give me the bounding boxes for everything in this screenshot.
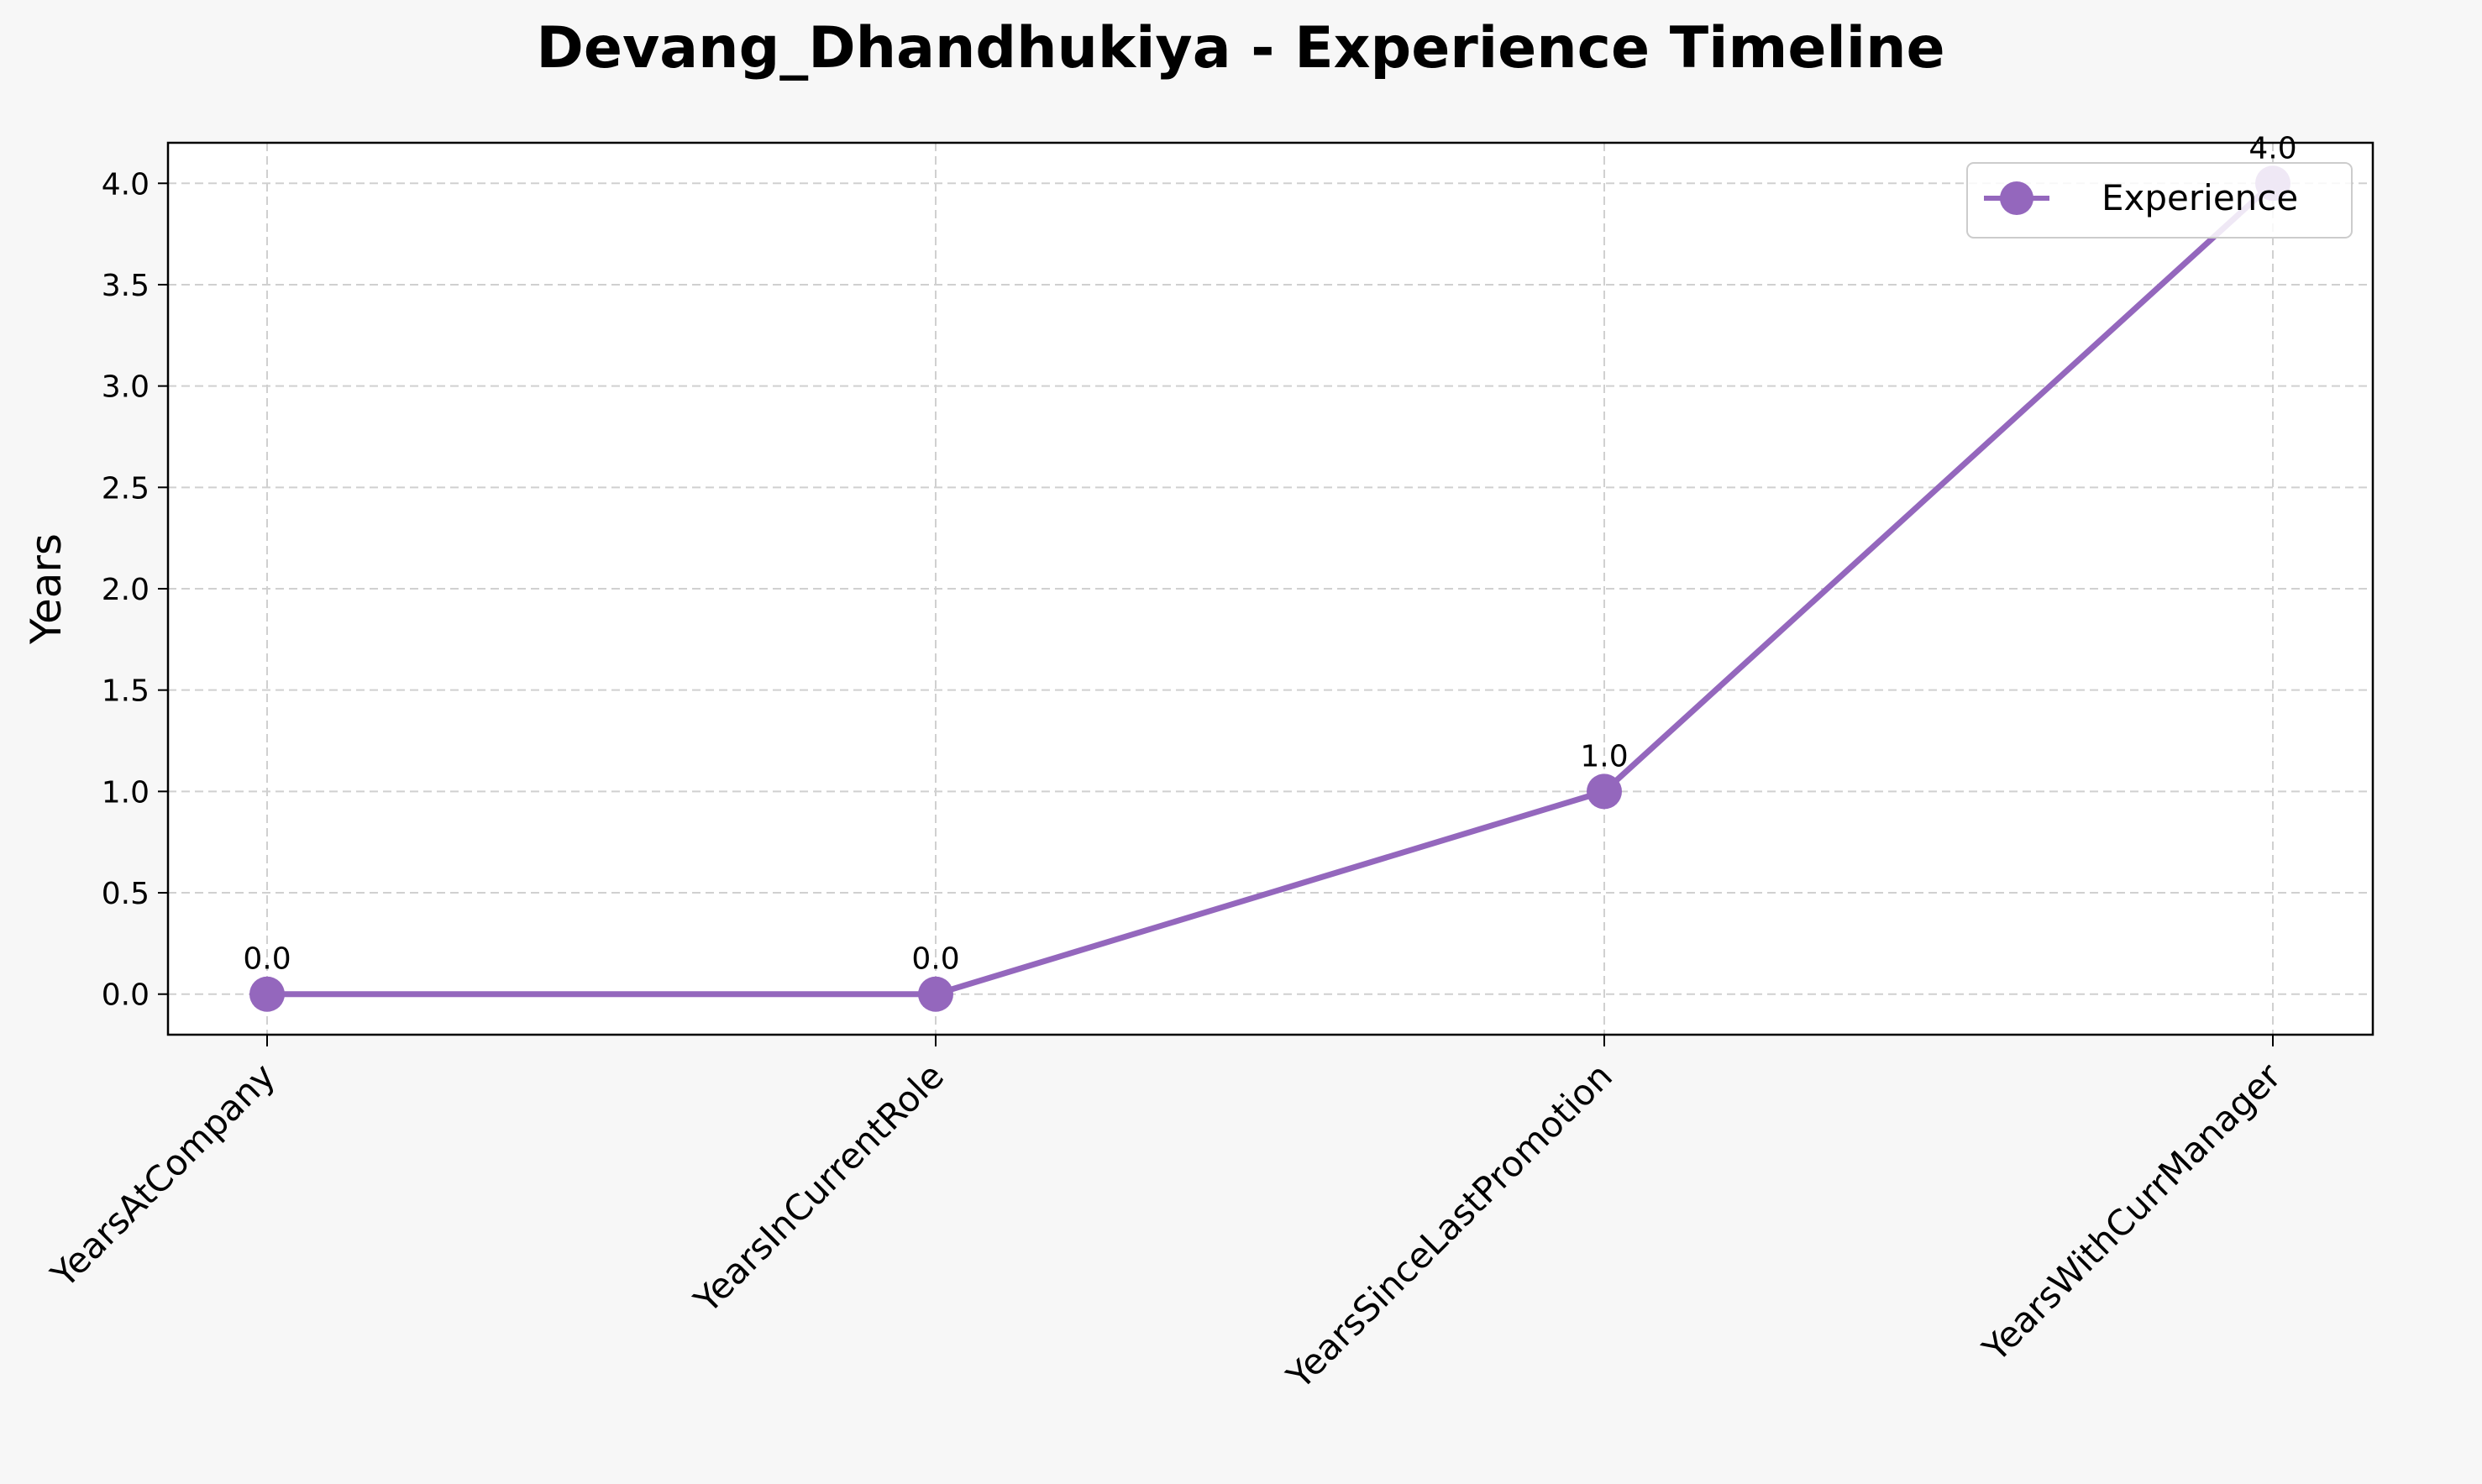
y-tick-label: 0.5 [102, 877, 150, 911]
data-label: 1.0 [1580, 739, 1628, 773]
data-point [1587, 773, 1622, 810]
y-tick-label: 4.0 [102, 167, 150, 202]
legend-label: Experience [2102, 177, 2298, 218]
y-tick-label: 3.5 [102, 269, 150, 303]
data-point [249, 976, 285, 1012]
x-tick-label: YearsSinceLastPromotion [1278, 1055, 1620, 1397]
legend-box [1966, 162, 2353, 239]
data-label: 0.0 [911, 942, 959, 977]
y-tick-label: 1.0 [102, 775, 150, 810]
y-tick-label: 2.5 [102, 471, 150, 506]
y-axis-label: Years [22, 533, 71, 645]
x-tick-label: YearsAtCompany [43, 1055, 283, 1295]
legend-marker-swatch [2000, 181, 2033, 215]
x-tick-label: YearsInCurrentRole [685, 1055, 952, 1321]
data-label: 4.0 [2248, 131, 2296, 165]
y-tick-label: 1.5 [102, 674, 150, 709]
y-tick-label: 0.0 [102, 978, 150, 1013]
chart-title: Devang_Dhandhukiya - Experience Timeline [536, 15, 1944, 81]
data-labels: 0.0 0.0 1.0 4.0 [243, 131, 2296, 976]
data-point [918, 976, 953, 1012]
plot-frame [166, 141, 2374, 1036]
y-tick-label: 2.0 [102, 573, 150, 607]
y-tick-label: 3.0 [102, 370, 150, 405]
data-label: 0.0 [243, 942, 291, 977]
legend: Experience [1966, 162, 2353, 239]
x-tick-label: YearsWithCurrManager [1974, 1055, 2289, 1370]
series-line [267, 181, 2275, 998]
